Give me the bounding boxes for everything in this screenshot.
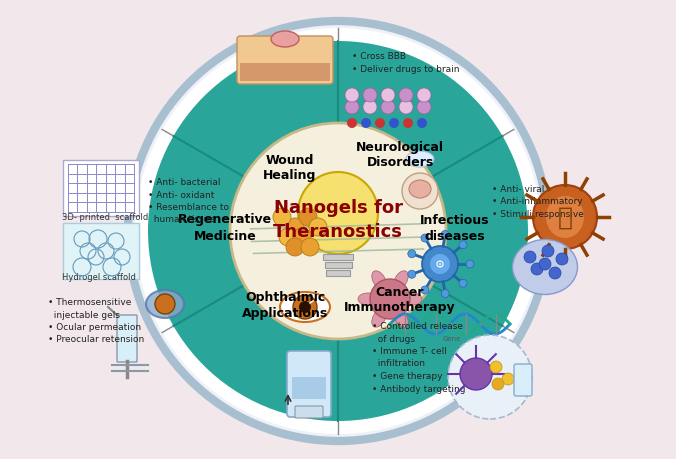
Circle shape	[502, 373, 514, 385]
Circle shape	[448, 335, 532, 419]
Circle shape	[490, 361, 502, 373]
Ellipse shape	[402, 293, 422, 305]
Ellipse shape	[372, 271, 386, 290]
Circle shape	[421, 286, 429, 294]
Circle shape	[430, 254, 450, 274]
Ellipse shape	[394, 271, 408, 290]
FancyBboxPatch shape	[117, 315, 137, 362]
Circle shape	[299, 302, 311, 313]
Circle shape	[408, 250, 416, 258]
Circle shape	[459, 280, 467, 288]
Circle shape	[460, 358, 492, 390]
Circle shape	[408, 271, 416, 279]
Circle shape	[273, 208, 291, 226]
Circle shape	[556, 253, 568, 265]
Ellipse shape	[298, 173, 378, 254]
Circle shape	[402, 174, 438, 210]
Circle shape	[492, 378, 504, 390]
Ellipse shape	[512, 240, 577, 295]
FancyBboxPatch shape	[295, 406, 323, 418]
Circle shape	[375, 119, 385, 129]
Circle shape	[293, 229, 311, 246]
Circle shape	[422, 246, 458, 282]
Text: Neurological
Disorders: Neurological Disorders	[356, 140, 444, 169]
Circle shape	[524, 252, 536, 263]
Ellipse shape	[372, 309, 386, 328]
FancyBboxPatch shape	[237, 37, 333, 85]
Text: Nanogels for
Theranostics: Nanogels for Theranostics	[273, 199, 403, 240]
Circle shape	[389, 119, 399, 129]
FancyBboxPatch shape	[324, 263, 352, 269]
Ellipse shape	[146, 291, 184, 318]
Text: ⚙: ⚙	[435, 259, 445, 269]
Circle shape	[286, 239, 304, 257]
Circle shape	[299, 208, 317, 226]
Circle shape	[286, 218, 304, 236]
Circle shape	[531, 263, 543, 275]
Circle shape	[441, 231, 450, 239]
FancyBboxPatch shape	[63, 224, 139, 280]
FancyBboxPatch shape	[326, 270, 350, 276]
Text: Cancer
Immunotherapy: Cancer Immunotherapy	[344, 285, 456, 314]
Circle shape	[381, 89, 395, 103]
Circle shape	[347, 119, 357, 129]
Circle shape	[459, 241, 467, 249]
Text: Gene: Gene	[443, 335, 461, 341]
Circle shape	[363, 101, 377, 115]
Circle shape	[279, 229, 297, 246]
Ellipse shape	[546, 196, 584, 239]
Circle shape	[441, 290, 450, 298]
FancyBboxPatch shape	[323, 254, 353, 260]
Ellipse shape	[406, 151, 434, 168]
Text: Regenerative
Medicine: Regenerative Medicine	[178, 213, 272, 242]
FancyBboxPatch shape	[514, 364, 532, 396]
Ellipse shape	[394, 309, 408, 328]
Circle shape	[128, 22, 548, 441]
Circle shape	[293, 295, 317, 319]
FancyBboxPatch shape	[292, 377, 326, 399]
Circle shape	[148, 42, 528, 421]
Text: Hydrogel scaffold: Hydrogel scaffold	[62, 273, 136, 282]
FancyBboxPatch shape	[287, 351, 331, 417]
FancyBboxPatch shape	[63, 161, 139, 217]
Text: 3D- printed  scaffold: 3D- printed scaffold	[62, 213, 148, 222]
Circle shape	[533, 185, 597, 249]
Text: • Anti- bacterial
• Anti- oxidant
• Resemblance to
  human tissue: • Anti- bacterial • Anti- oxidant • Rese…	[148, 178, 229, 224]
Text: 〜: 〜	[558, 206, 573, 230]
Text: • Cross BBB
• Deliver drugs to brain: • Cross BBB • Deliver drugs to brain	[352, 52, 460, 73]
FancyBboxPatch shape	[240, 64, 330, 82]
Ellipse shape	[271, 32, 299, 48]
Circle shape	[399, 89, 413, 103]
Circle shape	[135, 29, 541, 434]
Text: • Controlled release
  of drugs
• Immune T- cell
  infiltration
• Gene therapy
•: • Controlled release of drugs • Immune T…	[372, 321, 466, 392]
Circle shape	[417, 101, 431, 115]
Circle shape	[549, 268, 561, 280]
Circle shape	[309, 218, 327, 236]
Circle shape	[381, 101, 395, 115]
Circle shape	[466, 260, 474, 269]
Text: Infectious
diseases: Infectious diseases	[420, 213, 489, 242]
Text: Wound
Healing: Wound Healing	[264, 153, 316, 182]
Ellipse shape	[280, 292, 330, 322]
Text: • Anti- viral
• Anti-inflammatory
• Stimuli responsive: • Anti- viral • Anti-inflammatory • Stim…	[492, 185, 584, 218]
Circle shape	[399, 101, 413, 115]
Text: • Thermosensitive
  injectable gels
• Ocular permeation
• Preocular retension: • Thermosensitive injectable gels • Ocul…	[48, 297, 144, 344]
Ellipse shape	[358, 293, 378, 305]
Circle shape	[361, 119, 371, 129]
Circle shape	[345, 101, 359, 115]
Circle shape	[417, 89, 431, 103]
Ellipse shape	[409, 180, 431, 199]
Circle shape	[230, 124, 446, 339]
Circle shape	[301, 239, 319, 257]
Circle shape	[155, 294, 175, 314]
Circle shape	[363, 89, 377, 103]
Circle shape	[417, 119, 427, 129]
Text: Ophthalmic
Applications: Ophthalmic Applications	[242, 290, 328, 319]
Circle shape	[421, 235, 429, 242]
Circle shape	[403, 119, 413, 129]
Circle shape	[345, 89, 359, 103]
Circle shape	[539, 258, 551, 270]
Circle shape	[370, 280, 410, 319]
Circle shape	[542, 246, 554, 257]
